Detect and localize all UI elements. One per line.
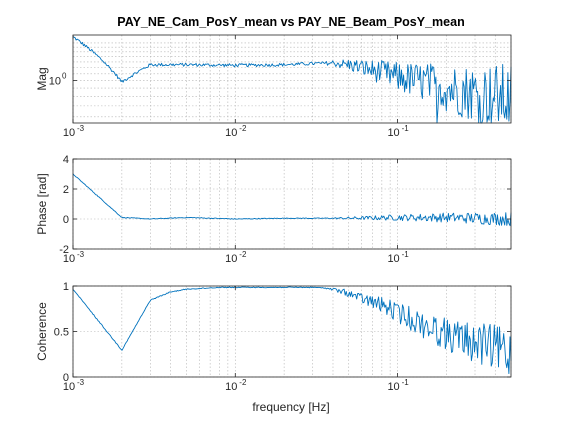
magnitude-axes-frame <box>72 34 512 124</box>
x-tick-exponent: -2 <box>239 378 247 387</box>
x-tick-exponent: -1 <box>402 124 410 133</box>
x-tick-label: 10 <box>63 253 75 265</box>
y-tick-label: 0.5 <box>54 327 69 339</box>
y-tick-label: 4 <box>63 154 69 166</box>
y-tick-label: 0 <box>63 372 69 384</box>
coherence-series-line <box>72 286 512 375</box>
magnitude-y-axis-label: Mag <box>35 67 49 90</box>
chart-title: PAY_NE_Cam_PosY_mean vs PAY_NE_Beam_PosY… <box>117 15 464 29</box>
y-tick-label: 0 <box>63 214 69 226</box>
phase-y-axis-label: Phase [rad] <box>35 173 49 234</box>
x-tick-label: 10 <box>225 127 237 139</box>
x-tick-label: 10 <box>225 253 237 265</box>
x-tick-exponent: -3 <box>77 378 85 387</box>
x-tick-exponent: -2 <box>239 124 247 133</box>
phase-axes <box>73 159 511 249</box>
y-tick-label: 10 <box>49 76 61 88</box>
magnitude-series-line <box>72 36 512 124</box>
phase-axes-frame <box>72 158 512 250</box>
x-axis-label: frequency [Hz] <box>252 400 329 414</box>
x-tick-exponent: -2 <box>239 250 247 259</box>
y-tick-exponent: 0 <box>62 72 67 81</box>
x-tick-label: 10 <box>387 127 399 139</box>
magnitude-axes <box>73 35 511 123</box>
x-tick-exponent: -1 <box>402 378 410 387</box>
coherence-y-axis-label: Coherence <box>35 302 49 361</box>
x-tick-label: 10 <box>387 381 399 393</box>
magnitude-grid <box>72 35 512 123</box>
y-tick-label: 2 <box>63 184 69 196</box>
x-tick-exponent: -3 <box>77 124 85 133</box>
x-tick-label: 10 <box>225 381 237 393</box>
x-tick-exponent: -1 <box>402 250 410 259</box>
x-tick-label: 10 <box>387 253 399 265</box>
x-tick-label: 10 <box>63 127 75 139</box>
phase-series-line <box>72 173 512 227</box>
x-tick-label: 10 <box>63 381 75 393</box>
y-tick-label: -2 <box>59 244 69 256</box>
y-tick-label: 1 <box>63 281 69 293</box>
x-tick-exponent: -3 <box>77 250 85 259</box>
